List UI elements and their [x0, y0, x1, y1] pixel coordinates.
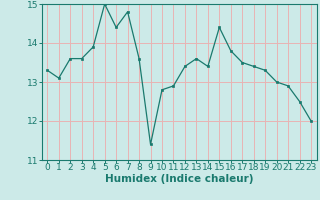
- X-axis label: Humidex (Indice chaleur): Humidex (Indice chaleur): [105, 174, 253, 184]
